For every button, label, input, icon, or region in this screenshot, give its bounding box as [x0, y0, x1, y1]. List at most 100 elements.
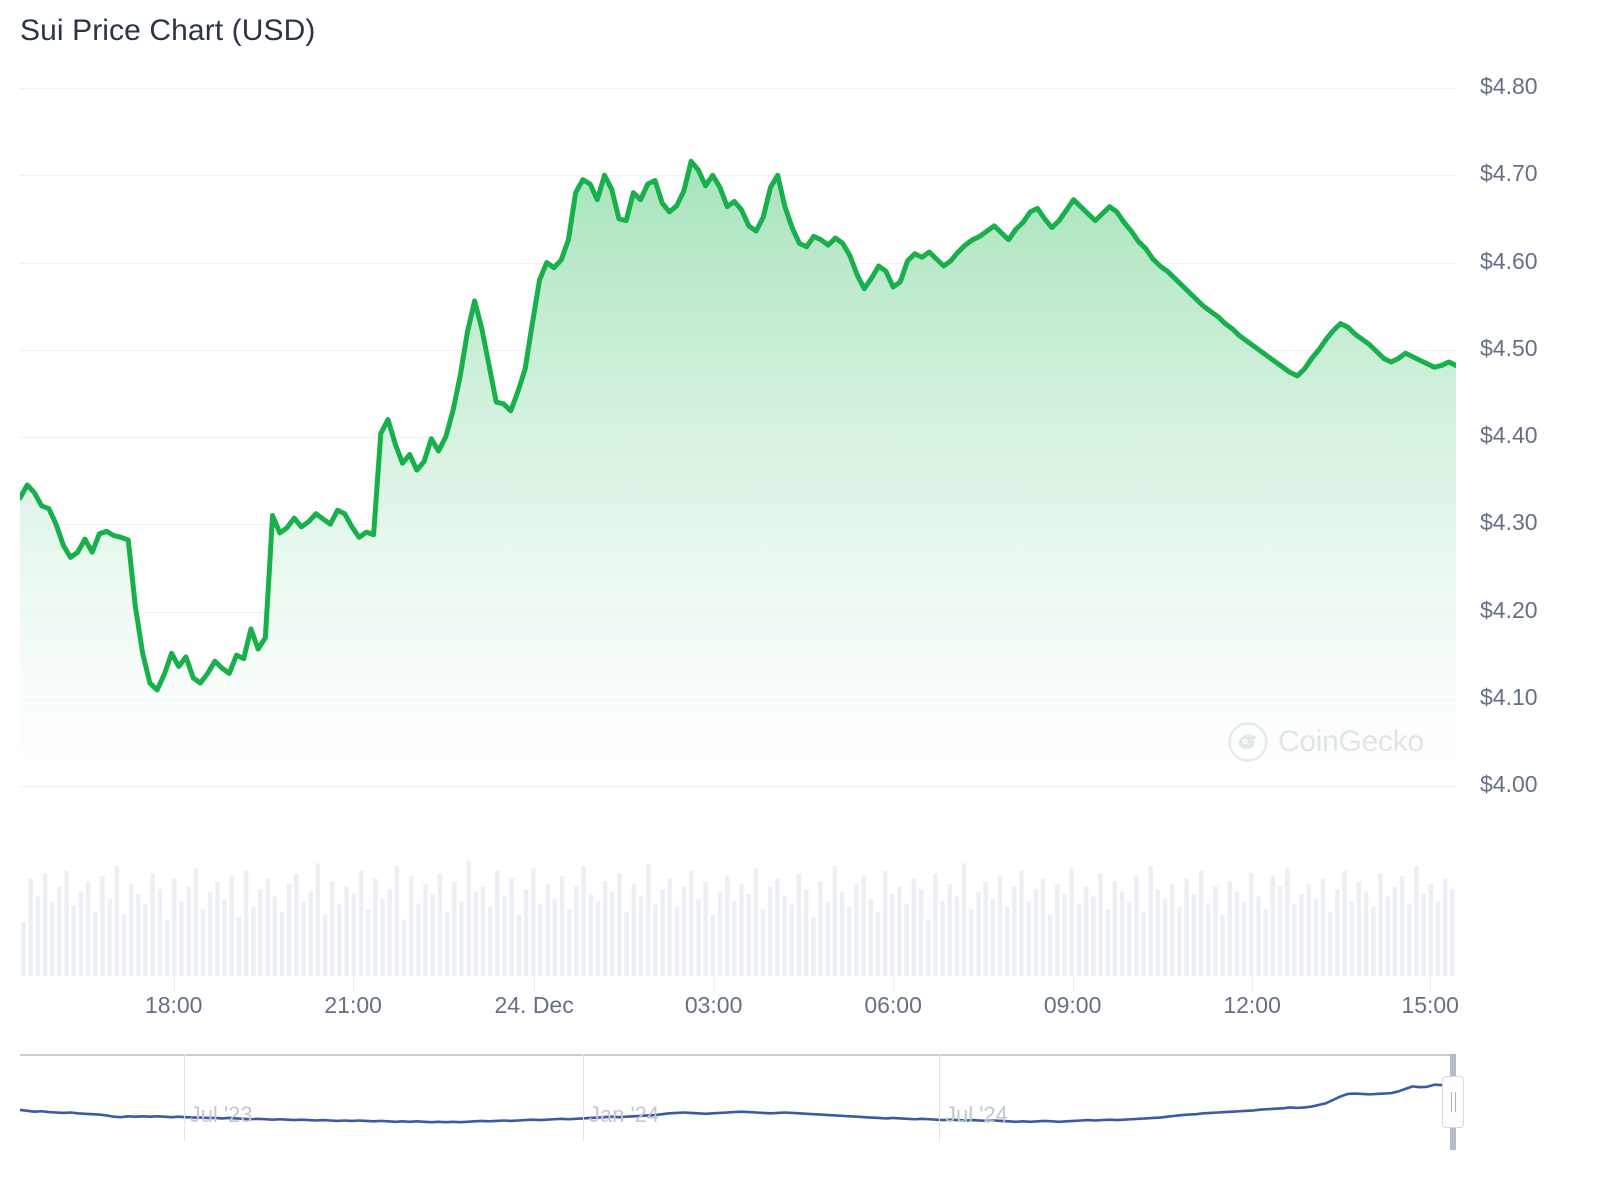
- volume-bar: [789, 904, 794, 976]
- x-axis-tick: [534, 976, 536, 992]
- volume-bar: [279, 912, 285, 976]
- volume-bar: [1213, 886, 1218, 976]
- volume-bar: [437, 873, 443, 976]
- x-axis-tick: [1430, 976, 1432, 992]
- volume-bar: [990, 899, 996, 976]
- x-axis-tick: [1072, 976, 1074, 992]
- volume-bar: [1191, 894, 1197, 976]
- volume-bar: [746, 894, 751, 976]
- navigator-label: Jan '24: [588, 1102, 660, 1127]
- x-axis-label: 06:00: [864, 992, 922, 1018]
- x-axis-label: 24. Dec: [494, 992, 574, 1018]
- volume-bar: [861, 876, 866, 976]
- y-axis-label: $4.40: [1480, 422, 1538, 448]
- volume-bar: [631, 883, 637, 976]
- volume-bar: [365, 909, 371, 976]
- y-axis-label: $4.00: [1480, 771, 1538, 797]
- volume-bar: [301, 901, 306, 976]
- volume-bar: [703, 881, 708, 976]
- volume-bar: [1292, 904, 1297, 976]
- volume-bar: [940, 901, 945, 976]
- page-title: Sui Price Chart (USD): [20, 14, 316, 47]
- volume-bar: [1270, 876, 1276, 976]
- volume-bar: [1055, 883, 1060, 976]
- x-axis-label: 03:00: [684, 992, 743, 1018]
- x-axis-tick: [1252, 976, 1254, 992]
- volume-bar: [337, 904, 342, 976]
- volume-bar: [645, 863, 651, 976]
- watermark-label: CoinGecko: [1278, 725, 1424, 758]
- volume-bar: [710, 914, 716, 976]
- volume-bar: [78, 891, 84, 976]
- navigator-gridline: [183, 1054, 185, 1142]
- volume-bar: [1234, 891, 1240, 976]
- x-axis: 18:00 21:00 24. Dec 03:00 06:00 09:00 12:00 15:…: [20, 976, 1459, 1024]
- volume-bar: [732, 901, 737, 976]
- volume-bar: [1177, 906, 1182, 976]
- volume-bar: [803, 888, 809, 976]
- x-axis-tick: [173, 976, 175, 992]
- price-line-series: [20, 158, 1456, 786]
- volume-bar: [1205, 904, 1211, 976]
- volume-bar: [1076, 904, 1082, 976]
- volume-bar: [272, 896, 278, 976]
- volume-bar: [1414, 865, 1419, 976]
- navigator-series: [20, 1083, 1456, 1124]
- volume-bar: [100, 876, 105, 976]
- volume-bar: [21, 922, 26, 976]
- volume-bar: [947, 883, 952, 976]
- y-axis-label: $4.30: [1480, 509, 1538, 536]
- price-plot-area[interactable]: [20, 88, 1456, 787]
- volume-bar: [286, 883, 292, 976]
- volume-bar: [459, 901, 464, 976]
- volume-bar: [172, 878, 177, 976]
- volume-bar: [868, 899, 873, 976]
- volume-bar: [28, 878, 33, 976]
- volume-bar: [897, 886, 902, 976]
- volume-bar: [42, 873, 48, 976]
- volume-bar: [818, 881, 823, 976]
- volume-bar: [358, 871, 364, 976]
- volume-bar: [1335, 888, 1340, 976]
- navigator-gridline: [939, 1054, 940, 1142]
- navigator-handle-grip[interactable]: [1442, 1076, 1465, 1128]
- volume-bar: [1012, 886, 1017, 976]
- volume-bar: [1450, 888, 1455, 976]
- grip-line-1: [1450, 1092, 1452, 1112]
- volume-bar: [1119, 891, 1125, 976]
- volume-bar: [387, 888, 392, 976]
- volume-bar: [969, 909, 974, 976]
- y-axis: $4.80 $4.70 $4.60 $4.50 $4.40 $4.30 $4.20 $4.10…: [1480, 0, 1610, 800]
- volume-bar: [1435, 901, 1441, 976]
- volume-bar: [121, 914, 127, 976]
- volume-bar: [552, 899, 558, 976]
- volume-plot-area[interactable]: [20, 848, 1456, 976]
- volume-bar: [1141, 912, 1146, 976]
- volume-bar: [911, 878, 917, 976]
- y-axis-label: $4.10: [1480, 683, 1538, 710]
- volume-bar: [1256, 896, 1261, 976]
- volume-bar: [523, 888, 529, 976]
- volume-bar: [1220, 914, 1225, 976]
- volume-bar: [222, 899, 227, 976]
- volume-bar: [1004, 906, 1010, 976]
- volume-bar: [1277, 886, 1283, 976]
- volume-bar: [373, 878, 378, 976]
- volume-bar: [574, 886, 579, 976]
- volume-bar: [933, 873, 938, 976]
- volume-bar: [846, 906, 852, 976]
- volume-bar: [380, 899, 385, 976]
- volume-bar: [322, 914, 328, 976]
- volume-bar: [1148, 865, 1153, 976]
- volume-bar: [487, 906, 493, 976]
- volume-bar: [473, 891, 479, 976]
- volume-bar: [179, 901, 184, 976]
- volume-bar: [1184, 878, 1189, 976]
- volume-bar: [1026, 901, 1031, 976]
- volume-bar: [724, 876, 730, 976]
- volume-bar: [258, 888, 263, 976]
- range-navigator[interactable]: Jul '23 Jan '24 Jul '24: [20, 1046, 1465, 1150]
- volume-bar: [430, 894, 435, 976]
- volume-bar: [150, 873, 155, 976]
